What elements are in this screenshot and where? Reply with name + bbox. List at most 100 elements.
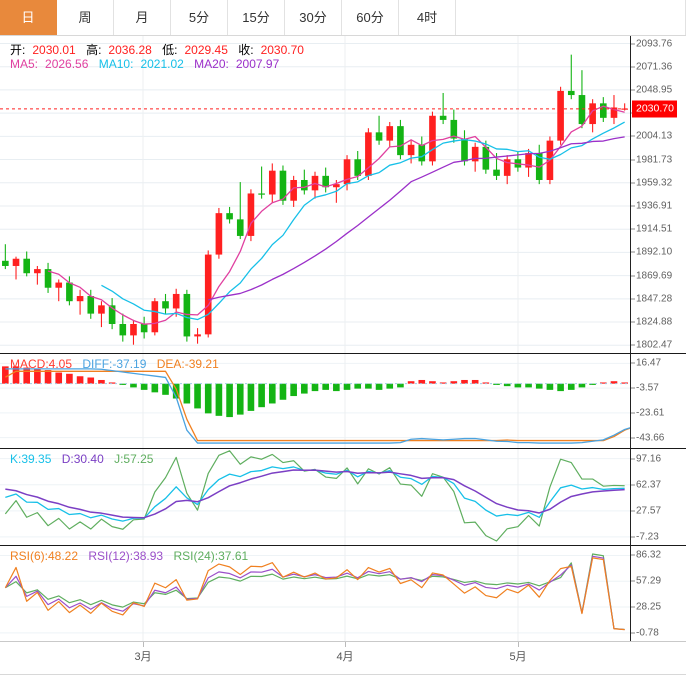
price-axis-tick xyxy=(631,159,635,161)
dea-value-label: DEA:-39.21 xyxy=(156,357,219,371)
panel-divider-kdj-rsi xyxy=(0,545,686,546)
kdj-axis-label: 62.37 xyxy=(636,479,662,491)
quote-ma-legend: MA5: 2026.56 MA10: 2021.02 MA20: 2007.97 xyxy=(10,57,286,71)
price-panel: 2093.762071.362048.952026.542004.131981.… xyxy=(0,36,686,353)
close-label: 收: xyxy=(238,43,254,57)
price-axis-label: 1892.10 xyxy=(636,246,673,258)
rsi-axis-tick xyxy=(631,554,635,556)
ma20-label: MA20: xyxy=(194,57,229,71)
price-axis-tick xyxy=(631,205,635,207)
macd-legend: MACD:4.05 DIFF:-37.19 DEA:-39.21 xyxy=(10,357,226,371)
ma10-label: MA10: xyxy=(98,57,134,71)
price-axis-tick xyxy=(631,275,635,277)
rsi-axis-tick xyxy=(631,580,635,582)
price-axis-tick xyxy=(631,298,635,300)
ma5-label: MA5: xyxy=(10,57,39,71)
rsi-axis: 86.32 57.29 28.25 -0.78 xyxy=(630,546,686,641)
timeframe-tab-4[interactable]: 15分 xyxy=(228,0,285,35)
macd-axis-tick xyxy=(631,387,635,389)
price-axis-tick xyxy=(631,135,635,137)
last-price-badge: 2030.70 xyxy=(632,100,677,118)
rsi-axis-label: -0.78 xyxy=(636,627,659,639)
macd-panel: 16.47 -3.57 -23.61 -43.66 MACD:4.05 DIFF:-3… xyxy=(0,354,686,448)
rsi-axis-tick xyxy=(631,632,635,634)
price-axis: 2093.762071.362048.952026.542004.131981.… xyxy=(630,36,686,353)
macd-value-label: MACD:4.05 xyxy=(10,357,73,371)
date-axis-tick xyxy=(143,642,144,647)
rsi24-value-label: RSI(24):37.61 xyxy=(173,549,249,563)
macd-axis: 16.47 -3.57 -23.61 -43.66 xyxy=(630,354,686,448)
rsi-plot[interactable] xyxy=(0,546,630,641)
date-axis-label: 5月 xyxy=(509,651,527,663)
kdj-axis: 97.16 62.37 27.57 -7.23 xyxy=(630,449,686,545)
date-axis-tick xyxy=(518,642,519,647)
date-axis: 3月 4月 5月 xyxy=(0,642,686,675)
timeframe-tab-6[interactable]: 60分 xyxy=(342,0,399,35)
timeframe-tab-5[interactable]: 30分 xyxy=(285,0,342,35)
low-value: 2029.45 xyxy=(184,43,228,57)
price-axis-tick xyxy=(631,89,635,91)
price-axis-label: 1981.73 xyxy=(636,154,673,166)
date-axis-tick xyxy=(345,642,346,647)
price-axis-tick xyxy=(631,344,635,346)
macd-axis-label: -23.61 xyxy=(636,407,665,419)
rsi-panel: 86.32 57.29 28.25 -0.78 RSI(6):48.22 RSI(12… xyxy=(0,546,686,641)
macd-axis-label: -3.57 xyxy=(636,382,659,394)
timeframe-tab-7[interactable]: 4时 xyxy=(399,0,456,35)
timeframe-tab-0[interactable]: 日 xyxy=(0,0,57,35)
panel-divider-price-macd xyxy=(0,353,686,354)
price-axis-tick xyxy=(631,228,635,230)
low-label: 低: xyxy=(162,43,178,57)
price-axis-tick xyxy=(631,43,635,44)
kdj-axis-label: -7.23 xyxy=(636,531,659,543)
price-axis-label: 1936.91 xyxy=(636,200,673,212)
rsi-axis-label: 28.25 xyxy=(636,601,662,613)
date-axis-label: 3月 xyxy=(134,651,152,663)
price-axis-tick xyxy=(631,321,635,323)
close-value: 2030.70 xyxy=(260,43,304,57)
date-axis-label: 4月 xyxy=(336,651,354,663)
candlestick-plot[interactable] xyxy=(0,36,630,353)
timeframe-tab-3[interactable]: 5分 xyxy=(171,0,228,35)
k-value-label: K:39.35 xyxy=(10,452,52,466)
kdj-panel: 97.16 62.37 27.57 -7.23 K:39.35 D:30.40 J:5… xyxy=(0,449,686,545)
d-value-label: D:30.40 xyxy=(61,452,104,466)
rsi6-value-label: RSI(6):48.22 xyxy=(10,549,79,563)
kdj-plot[interactable] xyxy=(0,449,630,545)
ma5-value: 2026.56 xyxy=(45,57,89,71)
macd-axis-tick xyxy=(631,362,635,364)
kdj-legend: K:39.35 D:30.40 J:57.25 xyxy=(10,452,160,466)
kdj-axis-tick xyxy=(631,484,635,486)
ma10-value: 2021.02 xyxy=(140,57,184,71)
tabbar-filler xyxy=(456,0,686,35)
rsi-axis-tick xyxy=(631,606,635,608)
ma20-value: 2007.97 xyxy=(235,57,280,71)
rsi-legend: RSI(6):48.22 RSI(12):38.93 RSI(24):37.61 xyxy=(10,549,255,563)
price-axis-label: 2048.95 xyxy=(636,84,673,96)
price-axis-tick xyxy=(631,66,635,68)
macd-axis-tick xyxy=(631,412,635,414)
price-axis-label: 2004.13 xyxy=(636,130,673,142)
high-label: 高: xyxy=(86,43,102,57)
macd-axis-tick xyxy=(631,437,635,439)
kdj-axis-label: 27.57 xyxy=(636,505,662,517)
price-axis-label: 1869.69 xyxy=(636,270,673,282)
price-axis-label: 1802.47 xyxy=(636,339,673,351)
kdj-axis-tick xyxy=(631,536,635,538)
price-axis-label: 1959.32 xyxy=(636,177,673,189)
price-axis-label: 1847.28 xyxy=(636,293,673,305)
timeframe-tab-1[interactable]: 周 xyxy=(57,0,114,35)
kdj-axis-tick xyxy=(631,458,635,460)
rsi12-value-label: RSI(12):38.93 xyxy=(88,549,164,563)
price-axis-label: 2093.76 xyxy=(636,38,673,49)
timeframe-tab-2[interactable]: 月 xyxy=(114,0,171,35)
macd-plot[interactable] xyxy=(0,354,630,448)
timeframe-tabbar: 日周月 5分 15分 30分 60分 4时 xyxy=(0,0,686,36)
open-label: 开: xyxy=(10,43,26,57)
j-value-label: J:57.25 xyxy=(114,452,154,466)
kdj-axis-tick xyxy=(631,510,635,512)
panel-divider-macd-kdj xyxy=(0,448,686,449)
panel-divider-rsi-xaxis xyxy=(0,641,686,642)
price-axis-label: 2071.36 xyxy=(636,61,673,73)
